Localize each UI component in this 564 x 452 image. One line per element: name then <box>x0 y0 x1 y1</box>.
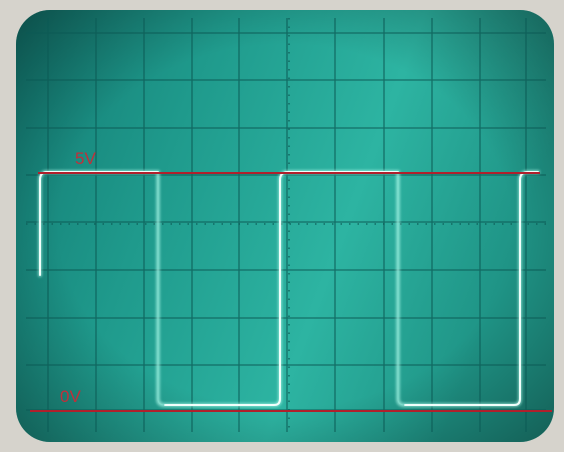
oscilloscope-photo: 5V 0V <box>0 0 564 452</box>
page: 5V 0V (() => { const data = JSON.parse(d… <box>0 0 564 452</box>
screen-vignette <box>16 10 554 442</box>
low-level-label: 0V <box>60 387 81 406</box>
high-level-label: 5V <box>75 149 96 168</box>
